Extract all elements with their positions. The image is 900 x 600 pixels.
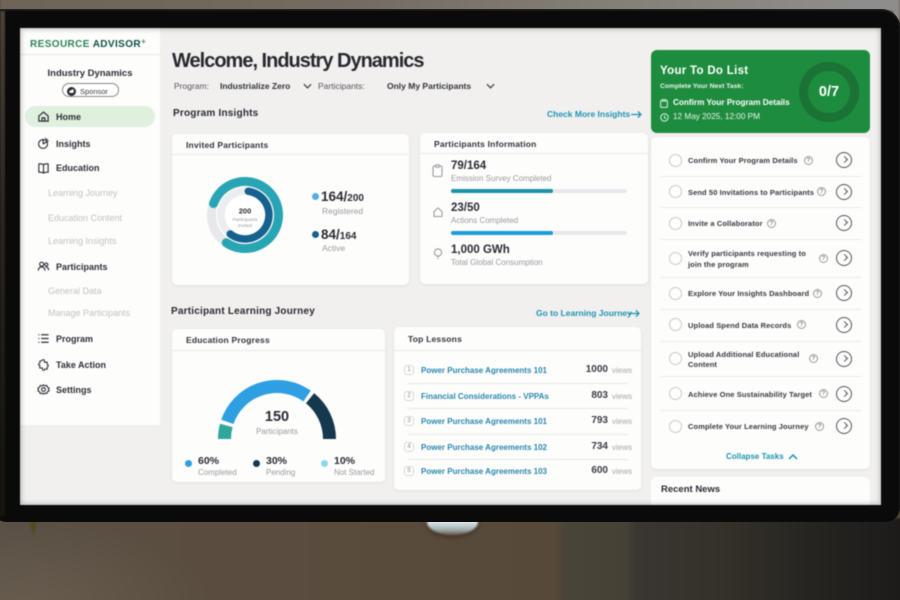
- svg-text:Invited: Invited: [237, 223, 251, 229]
- svg-text:Participants: Participants: [232, 217, 258, 223]
- svg-text:200: 200: [238, 206, 251, 215]
